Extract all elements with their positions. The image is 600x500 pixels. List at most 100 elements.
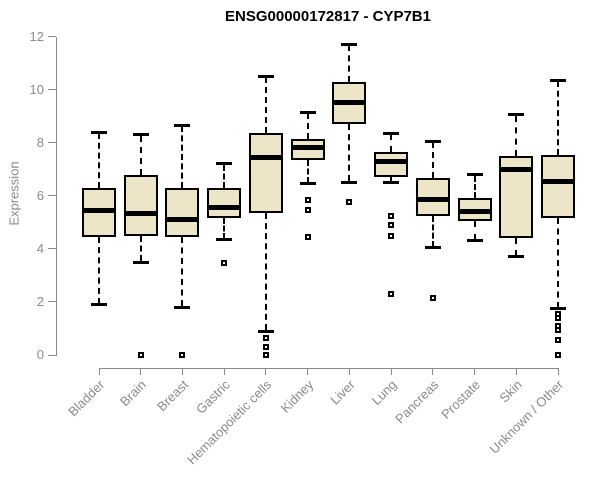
y-axis-tick — [48, 195, 56, 197]
median-line — [82, 207, 116, 213]
x-axis-category-label: Brain — [117, 377, 150, 410]
median-line — [415, 197, 450, 203]
boxplot-box — [415, 178, 450, 216]
lower-whisker-cap — [216, 238, 233, 242]
boxplot-box — [374, 151, 409, 178]
outlier-point — [388, 221, 395, 228]
upper-whisker — [98, 133, 100, 188]
upper-whisker-cap — [383, 131, 400, 135]
lower-whisker — [181, 236, 184, 307]
y-axis-tick — [48, 36, 56, 37]
x-axis-tick — [557, 368, 559, 375]
x-axis-category-label: Unknown / Other — [487, 377, 567, 457]
outlier-point — [262, 344, 269, 351]
outlier-point — [555, 337, 562, 344]
upper-whisker-cap — [299, 110, 316, 114]
lower-whisker-cap — [508, 255, 525, 259]
x-axis-tick — [474, 368, 476, 375]
median-line — [332, 100, 367, 106]
y-axis-tick-label: 0 — [36, 347, 44, 362]
upper-whisker-cap — [91, 130, 107, 134]
upper-whisker — [473, 175, 476, 199]
x-axis-tick — [390, 368, 392, 375]
y-axis-tick-label: 12 — [29, 28, 44, 44]
y-axis-tick-label: 4 — [36, 240, 44, 256]
x-axis-tick — [181, 368, 183, 375]
upper-whisker — [139, 135, 142, 175]
outlier-point — [555, 314, 562, 321]
upper-whisker-cap — [466, 173, 483, 177]
lower-whisker-cap — [91, 303, 107, 307]
upper-whisker — [181, 126, 184, 188]
lower-whisker-cap — [132, 260, 149, 264]
lower-whisker-cap — [299, 182, 316, 186]
x-axis-category-label: Liver — [327, 377, 358, 408]
lower-whisker-cap — [424, 246, 441, 249]
y-axis-tick-label: 6 — [36, 187, 44, 203]
x-axis-category-label: Pancreas — [392, 377, 442, 427]
x-axis-category-label: Prostate — [438, 377, 484, 422]
y-axis-line — [56, 36, 57, 356]
chart-title: ENSG00000172817 - CYP7B1 — [225, 8, 431, 25]
x-axis-tick — [223, 368, 225, 375]
outlier-point — [262, 334, 269, 341]
y-axis-tick — [48, 89, 56, 91]
y-axis-tick — [48, 354, 56, 356]
median-line — [457, 209, 492, 215]
upper-whisker-cap — [216, 162, 233, 166]
boxplot-box — [207, 187, 242, 219]
boxplot-box — [165, 187, 200, 237]
outlier-point — [221, 260, 228, 267]
median-line — [374, 158, 409, 164]
upper-whisker-cap — [550, 78, 567, 82]
median-line — [541, 178, 576, 184]
outlier-point — [262, 352, 269, 358]
upper-whisker-cap — [508, 113, 525, 117]
x-axis-tick — [515, 368, 517, 375]
lower-whisker-cap — [550, 307, 567, 311]
x-axis-category-label: Bladder — [65, 377, 108, 420]
lower-whisker — [139, 235, 142, 262]
median-line — [165, 217, 200, 223]
outlier-point — [304, 233, 311, 240]
x-axis-tick — [265, 368, 267, 375]
outlier-point — [179, 352, 186, 358]
median-line — [499, 166, 534, 172]
boxplot-box — [541, 154, 576, 219]
upper-whisker-cap — [424, 139, 441, 143]
lower-whisker — [557, 218, 560, 308]
x-axis-tick — [348, 368, 350, 375]
upper-whisker — [264, 77, 267, 134]
outlier-point — [388, 232, 395, 239]
outlier-point — [346, 199, 353, 206]
y-axis-tick-label: 8 — [36, 134, 44, 150]
x-axis-tick — [98, 368, 100, 375]
x-axis-tick — [307, 368, 309, 375]
outlier-point — [304, 196, 311, 203]
x-axis-tick — [432, 368, 434, 375]
outlier-point — [137, 352, 144, 358]
lower-whisker-cap — [341, 180, 358, 184]
outlier-point — [304, 207, 311, 214]
lower-whisker — [223, 218, 226, 239]
median-line — [207, 205, 242, 211]
upper-whisker — [390, 134, 393, 152]
upper-whisker — [223, 164, 226, 188]
upper-whisker — [306, 113, 309, 139]
x-axis-category-label: Skin — [496, 377, 525, 406]
median-line — [123, 210, 158, 216]
lower-whisker — [306, 159, 309, 183]
outlier-point — [429, 294, 436, 301]
upper-whisker — [348, 45, 351, 82]
x-axis-line — [99, 368, 560, 369]
upper-whisker-cap — [257, 74, 274, 78]
outlier-point — [555, 326, 562, 333]
lower-whisker-cap — [174, 305, 191, 309]
lower-whisker — [431, 215, 434, 247]
y-axis-tick-label: 2 — [36, 293, 44, 309]
x-axis-tick — [140, 368, 142, 375]
boxplot-box — [248, 133, 283, 213]
boxplot-box — [123, 174, 158, 236]
y-axis-tick — [48, 142, 56, 144]
